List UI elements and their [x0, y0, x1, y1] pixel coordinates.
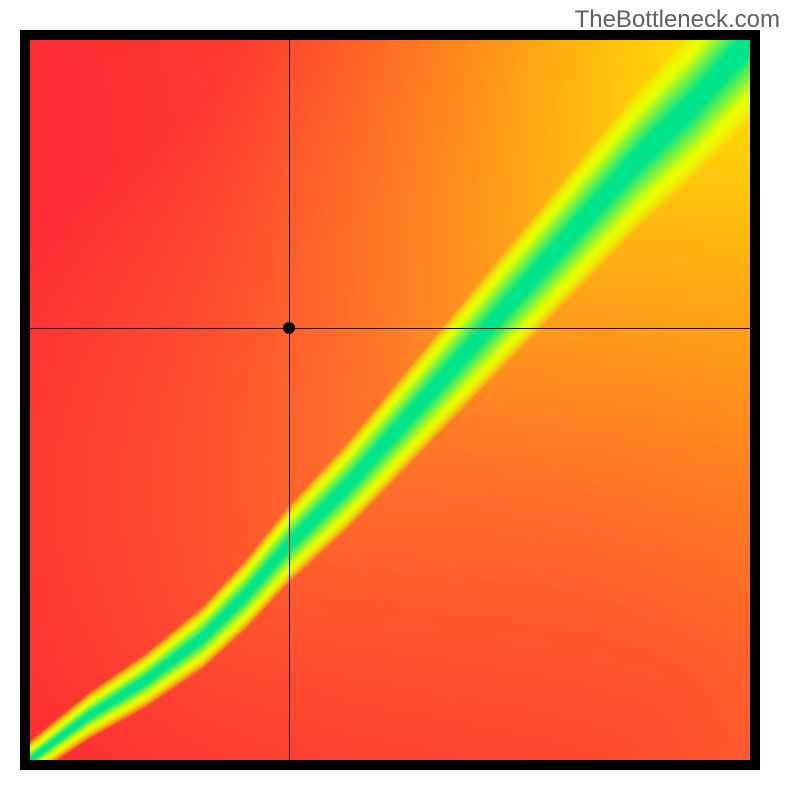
chart-frame [20, 30, 760, 770]
page-root: TheBottleneck.com [0, 0, 800, 800]
crosshair-vertical [289, 40, 290, 760]
heatmap-plot [30, 40, 750, 760]
heatmap-canvas [30, 40, 750, 760]
watermark-text: TheBottleneck.com [575, 6, 780, 34]
crosshair-horizontal [30, 328, 750, 329]
